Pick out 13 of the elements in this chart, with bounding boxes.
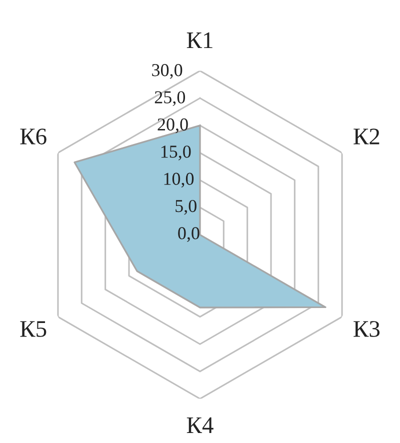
- spoke-label: К3: [354, 321, 380, 337]
- spoke-label: К6: [20, 128, 46, 144]
- y-tick-label: 15,0: [161, 146, 191, 160]
- spoke-label: К2: [354, 128, 380, 144]
- y-tick-label: 0,0: [178, 227, 200, 242]
- spoke-label: К1: [186, 32, 212, 48]
- y-tick-label: 30,0: [152, 64, 182, 79]
- y-tick-label: 25,0: [154, 91, 186, 106]
- spoke-label: К4: [186, 417, 214, 433]
- spoke-label: К5: [20, 321, 46, 337]
- y-tick-label: 5,0: [176, 200, 196, 215]
- y-tick-label: 20,0: [158, 118, 188, 134]
- y-tick-label: 10,0: [164, 172, 194, 188]
